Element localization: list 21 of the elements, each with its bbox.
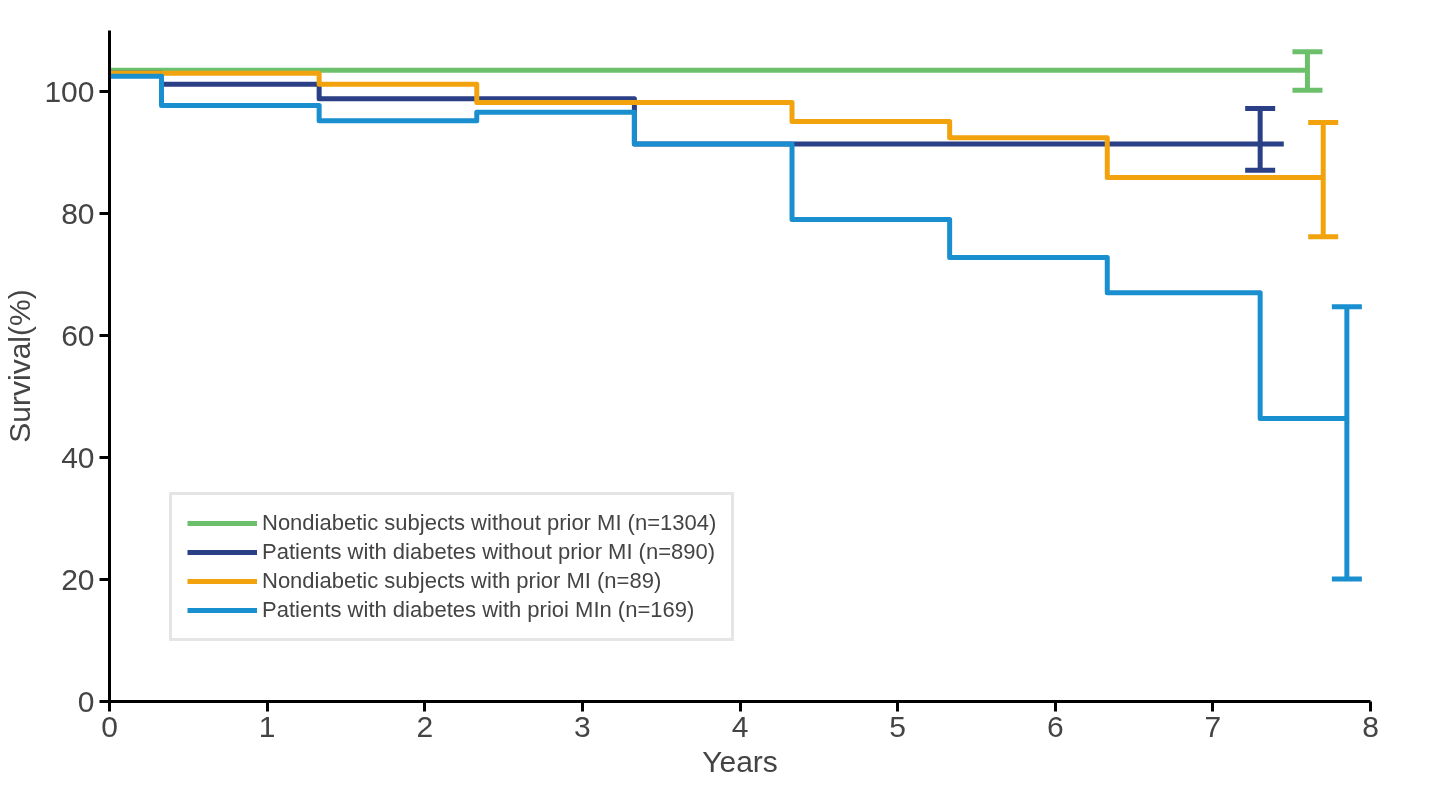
y-axis-title: Survival(%) xyxy=(3,289,37,443)
legend-label: Patients with diabetes without prior MI (n=890) xyxy=(262,539,716,565)
y-tick-label: 40 xyxy=(61,440,95,474)
x-tick-label: 5 xyxy=(889,709,906,743)
x-tick-label: 2 xyxy=(416,709,434,743)
y-tick-label: 100 xyxy=(44,74,95,108)
x-tick-label: 0 xyxy=(101,709,118,743)
legend-label: Patients with diabetes with prioi MIn (n=169) xyxy=(262,597,695,623)
x-tick-label: 1 xyxy=(258,709,276,743)
x-tick-label: 4 xyxy=(731,709,749,743)
y-tick-label: 80 xyxy=(61,196,95,230)
y-tick-label: 60 xyxy=(61,318,95,352)
x-axis-title: Years xyxy=(702,744,778,778)
x-tick-label: 6 xyxy=(1046,709,1064,743)
x-tick-label: 7 xyxy=(1204,709,1222,743)
y-tick-label: 0 xyxy=(77,684,95,718)
y-tick-label: 20 xyxy=(61,562,95,596)
x-tick-label: 3 xyxy=(574,709,591,743)
legend-label: Nondiabetic subjects without prior MI (n=1304) xyxy=(262,510,717,536)
legend-label: Nondiabetic subjects with prior MI (n=89) xyxy=(262,568,662,594)
x-tick-label: 8 xyxy=(1362,709,1379,743)
